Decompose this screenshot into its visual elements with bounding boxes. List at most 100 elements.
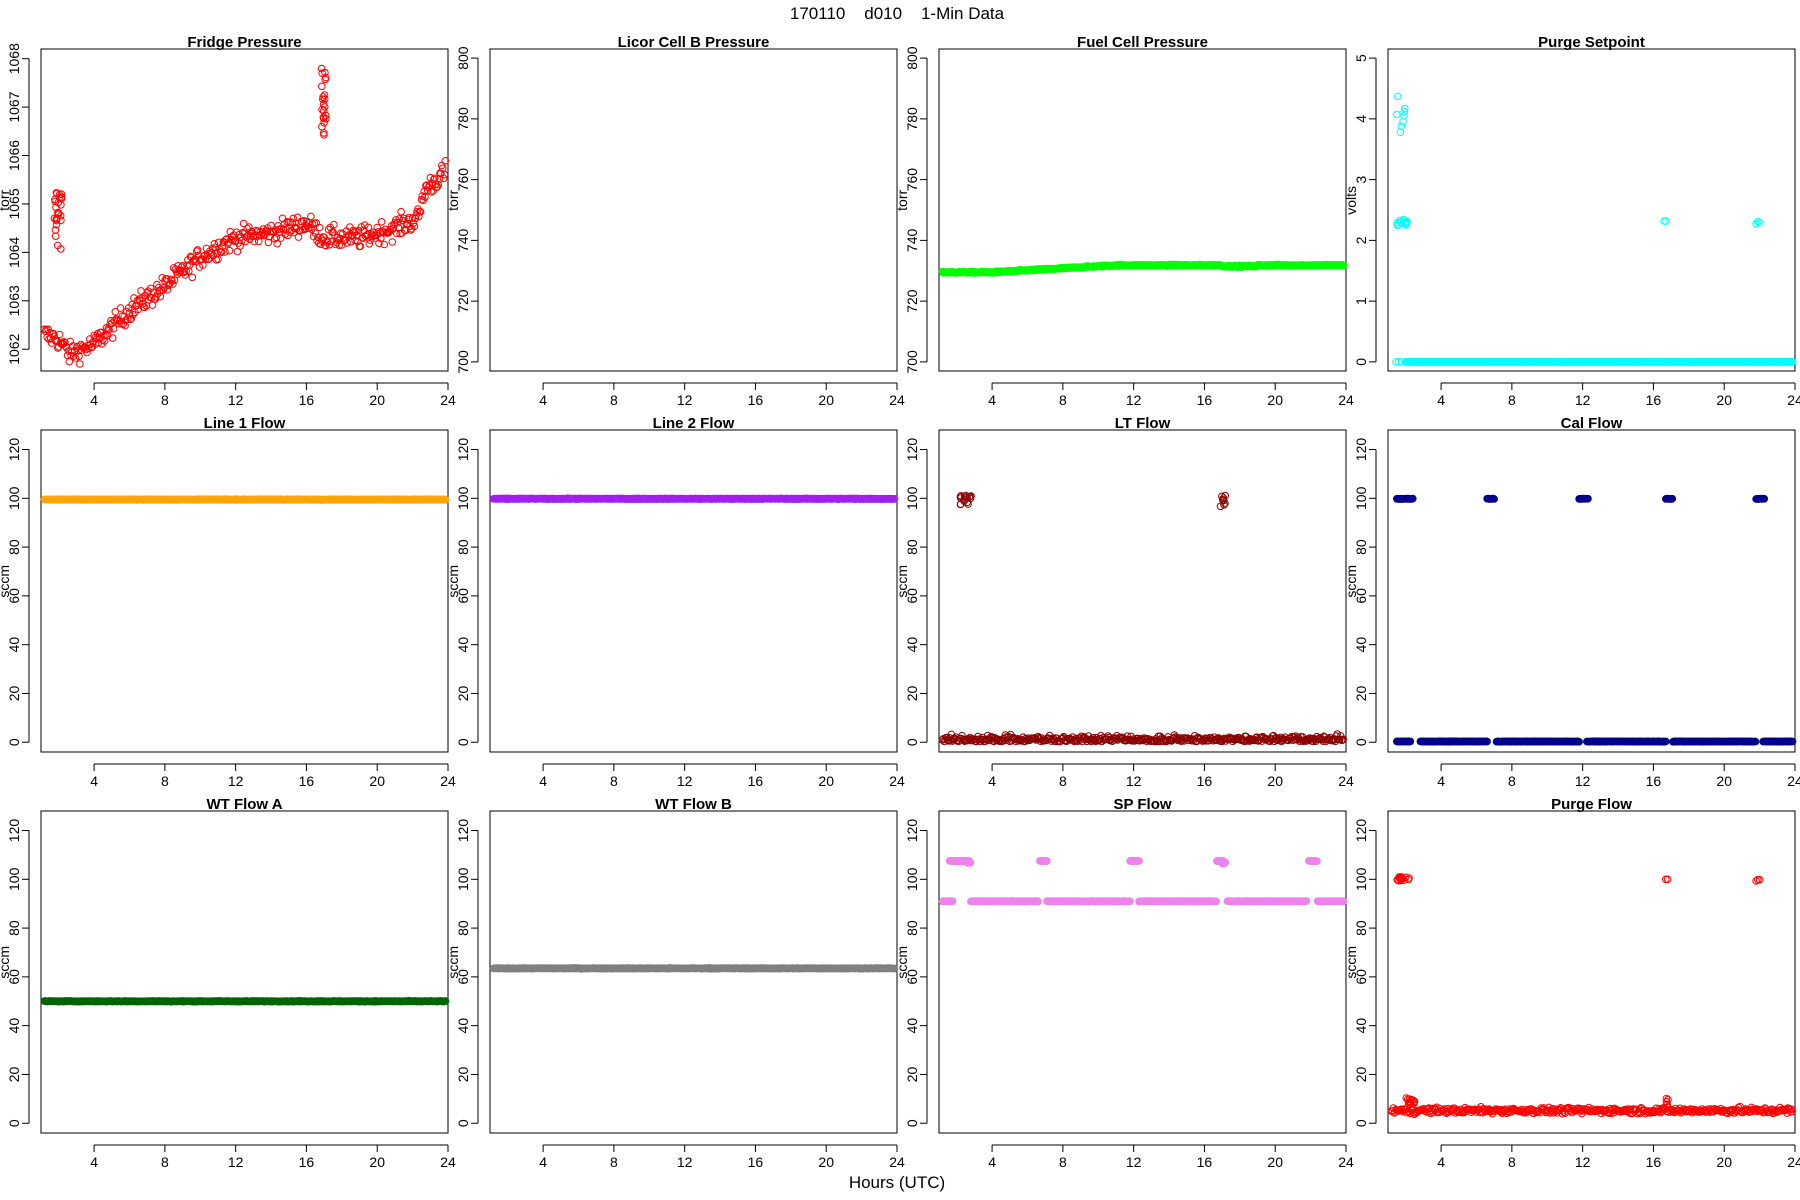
- data-point: [177, 266, 185, 275]
- x-tick-label: 4: [90, 392, 98, 408]
- y-axis-label: sccm: [894, 565, 910, 598]
- data-point: [356, 242, 365, 251]
- data-point: [214, 255, 222, 264]
- y-tick-label: 1063: [6, 285, 22, 316]
- data-point: [1788, 737, 1797, 746]
- plot-frame: [489, 429, 898, 753]
- y-tick-label: 700: [455, 350, 471, 374]
- data-point: [146, 284, 155, 293]
- data-point: [277, 234, 285, 242]
- data-point: [62, 342, 70, 351]
- data-point: [236, 242, 244, 250]
- y-tick-label: 80: [1353, 539, 1369, 555]
- x-tick-label: 12: [228, 773, 244, 789]
- y-tick-label: 1068: [6, 43, 22, 74]
- data-point: [69, 352, 78, 360]
- y-tick-label: 100: [6, 486, 22, 510]
- data-point: [108, 334, 117, 342]
- data-point: [434, 180, 443, 189]
- data-point: [322, 115, 330, 123]
- data-point: [1751, 737, 1760, 746]
- data-point: [421, 193, 429, 201]
- data-point: [318, 82, 326, 91]
- y-tick-label: 40: [6, 1018, 22, 1034]
- data-point: [409, 219, 418, 227]
- x-tick-label: 12: [1575, 392, 1591, 408]
- data-point: [225, 246, 234, 255]
- y-axis-label: sccm: [1343, 565, 1359, 598]
- x-axis: 4 8 12 16 20 24: [988, 763, 1354, 789]
- plot-frame: [40, 429, 449, 753]
- data-point: [105, 325, 113, 334]
- x-axis: 4 8 12 16 20 24: [90, 1144, 456, 1170]
- data-point: [54, 208, 62, 217]
- data-point: [1339, 261, 1348, 270]
- x-tick-label: 20: [818, 773, 834, 789]
- x-tick-label: 16: [1197, 392, 1213, 408]
- data-point: [51, 226, 60, 234]
- y-tick-label: 20: [904, 685, 920, 701]
- panel-title: Line 1 Flow: [204, 415, 286, 432]
- data-point: [289, 214, 298, 223]
- plot-frame: [40, 48, 449, 372]
- y-tick-label: 760: [455, 168, 471, 192]
- data-point: [321, 75, 330, 84]
- x-tick-label: 24: [440, 773, 456, 789]
- y-tick-label: 100: [1353, 486, 1369, 510]
- data-point: [109, 324, 118, 333]
- y-tick-label: 760: [904, 168, 920, 192]
- data-point: [210, 240, 219, 248]
- data-point: [1393, 110, 1401, 119]
- x-tick-label: 20: [369, 773, 385, 789]
- plot-frame: [938, 429, 1347, 753]
- y-tick-label: 1: [1353, 297, 1369, 305]
- data-point: [315, 223, 324, 232]
- data-point: [217, 248, 226, 256]
- x-tick-label: 24: [440, 392, 456, 408]
- series-points: [1393, 494, 1797, 746]
- x-tick-label: 4: [90, 1154, 98, 1170]
- series-points: [40, 996, 450, 1006]
- data-point: [264, 238, 273, 247]
- data-point: [239, 219, 248, 228]
- series-points: [40, 495, 450, 504]
- data-point: [380, 240, 389, 249]
- data-point: [307, 212, 315, 221]
- series-points: [938, 491, 1348, 746]
- data-point: [127, 315, 135, 323]
- figure-title: 170110 d010 1-Min Data: [790, 4, 1005, 23]
- y-tick-label: 780: [904, 107, 920, 131]
- data-point: [193, 246, 202, 254]
- x-tick-label: 16: [748, 392, 764, 408]
- panel-title: LT Flow: [1115, 415, 1171, 432]
- y-tick-label: 2: [1353, 236, 1369, 244]
- y-axis-label: torr: [445, 190, 461, 211]
- x-tick-label: 16: [1646, 392, 1662, 408]
- x-tick-label: 16: [1197, 773, 1213, 789]
- y-tick-label: 120: [904, 438, 920, 462]
- y-tick-label: 4: [1353, 115, 1369, 123]
- x-tick-label: 12: [228, 1154, 244, 1170]
- data-point: [410, 222, 419, 231]
- data-point: [50, 214, 59, 223]
- y-axis-label: torr: [0, 190, 12, 211]
- chart-panels: Fridge Pressure1062106310641065106610671…: [0, 34, 1800, 1170]
- x-axis: 4 8 12 16 20 24: [1437, 763, 1800, 789]
- y-tick-label: 800: [904, 46, 920, 70]
- data-point: [311, 229, 320, 237]
- data-point: [119, 320, 128, 329]
- panel-title: Fridge Pressure: [187, 34, 301, 51]
- x-axis: 4 8 12 16 20 24: [988, 382, 1354, 408]
- y-tick-label: 100: [6, 867, 22, 891]
- x-tick-label: 24: [440, 1154, 456, 1170]
- plot-frame: [40, 810, 449, 1134]
- y-tick-label: 40: [904, 637, 920, 653]
- y-tick-label: 100: [904, 486, 920, 510]
